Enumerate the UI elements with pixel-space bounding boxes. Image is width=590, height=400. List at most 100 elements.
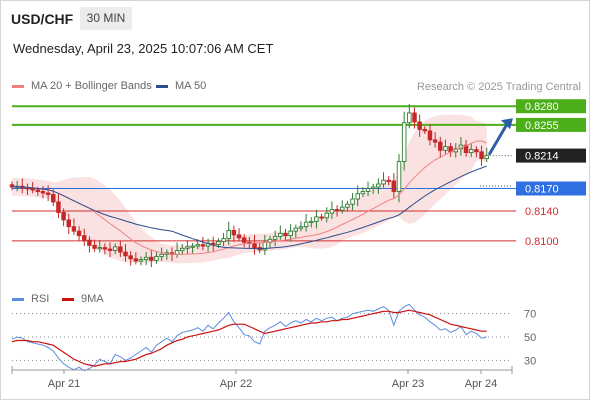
level-label-0.8170: 0.8170 xyxy=(525,184,559,196)
candle-body xyxy=(133,258,139,262)
candle-body xyxy=(102,247,108,250)
candle-body xyxy=(30,188,35,191)
candle-body xyxy=(422,128,428,132)
rsi-9ma-line xyxy=(11,309,487,367)
candle-body xyxy=(56,201,61,213)
candle-body xyxy=(112,246,118,252)
candle-body xyxy=(339,206,345,211)
level-badge-0.8170 xyxy=(516,181,586,196)
candle-body xyxy=(391,180,397,192)
chart-datetime: Wednesday, April 23, 2025 10:07:06 AM CE… xyxy=(13,41,274,56)
level-label-0.8140: 0.8140 xyxy=(525,206,559,218)
candle-body xyxy=(443,146,448,151)
candle-body xyxy=(396,161,402,192)
candle-body xyxy=(334,208,340,212)
candle-body xyxy=(309,220,314,224)
candle-body xyxy=(159,253,164,258)
candle-body xyxy=(479,151,484,160)
candle-body xyxy=(210,242,216,246)
symbol-title: USD/CHF xyxy=(11,11,74,27)
legend-label-ma20: MA 20 + Bollinger Bands xyxy=(31,80,152,92)
legend-swatch-ma20 xyxy=(12,84,24,88)
candle-body xyxy=(365,188,371,192)
candle-body xyxy=(350,198,355,205)
candle-body xyxy=(252,242,257,249)
candle-body xyxy=(272,235,278,240)
level-label-0.8280: 0.8280 xyxy=(525,101,559,113)
legend-item-ma20: MA 20 + Bollinger Bands xyxy=(12,80,152,92)
candle-body xyxy=(427,130,433,141)
candle-body xyxy=(51,194,56,203)
candle-body xyxy=(417,121,422,130)
candle-body xyxy=(303,221,309,228)
candle-body xyxy=(355,193,360,200)
candle-body xyxy=(401,122,407,163)
candle-body xyxy=(81,235,87,241)
x-axis-label: Apr 23 xyxy=(392,378,424,390)
candle-body xyxy=(381,179,386,185)
legend-item-rsi: RSI xyxy=(12,293,49,305)
candle-body xyxy=(298,226,304,229)
candle-body xyxy=(432,139,438,143)
legend-label-rsi: RSI xyxy=(31,293,50,305)
candle-body xyxy=(143,256,149,261)
rsi-tick-label: 50 xyxy=(524,332,536,344)
candle-body xyxy=(118,246,123,253)
candle-body xyxy=(468,149,474,154)
legend-label-9ma: 9MA xyxy=(81,293,104,305)
candle-body xyxy=(216,241,221,246)
rsi-line xyxy=(11,303,487,372)
candle-body xyxy=(195,244,201,247)
candle-body xyxy=(138,259,144,262)
candle-body xyxy=(288,230,293,237)
candle-body xyxy=(35,189,41,192)
legend-label-ma50: MA 50 xyxy=(175,80,207,92)
research-credit: Research © 2025 Trading Central xyxy=(416,81,581,93)
candle-body xyxy=(97,247,102,250)
candle-body xyxy=(92,244,97,249)
candle-body xyxy=(128,255,133,260)
candle-body xyxy=(293,227,299,232)
candle-body xyxy=(236,234,242,239)
candle-body xyxy=(71,226,77,232)
candle-body xyxy=(345,203,350,208)
candle-body xyxy=(40,191,46,194)
timeframe-button[interactable]: 30 MIN xyxy=(80,7,132,30)
candle-body xyxy=(180,247,185,252)
legend-swatch-rsi xyxy=(12,297,24,301)
legend-item-ma50: MA 50 xyxy=(156,80,206,92)
candle-body xyxy=(76,230,82,237)
candle-body xyxy=(154,256,159,261)
candle-body xyxy=(283,232,288,237)
candle-body xyxy=(226,229,231,240)
candle-body xyxy=(370,186,376,189)
forecast-arrow-shaft xyxy=(488,122,509,156)
candle-body xyxy=(107,248,113,252)
x-axis-label: Apr 22 xyxy=(220,378,252,390)
candle-body xyxy=(319,216,324,219)
candle-body xyxy=(45,192,51,195)
level-badge-0.8214 xyxy=(516,148,586,163)
legend-swatch-ma50 xyxy=(156,84,168,88)
candle-body xyxy=(484,155,489,160)
candle-body xyxy=(200,244,206,247)
candle-body xyxy=(407,112,412,124)
level-badge-0.8255 xyxy=(516,117,586,132)
candle-body xyxy=(9,184,15,188)
candle-body xyxy=(221,238,226,243)
candle-body xyxy=(324,212,330,219)
legend-item-9ma: 9MA xyxy=(62,293,104,305)
candle-body xyxy=(87,239,92,246)
candle-body xyxy=(61,211,66,221)
level-label-0.8214: 0.8214 xyxy=(525,151,559,163)
candle-body xyxy=(438,141,443,151)
candle-body xyxy=(231,229,237,236)
level-label-0.8255: 0.8255 xyxy=(525,120,559,132)
legend-swatch-9ma xyxy=(62,297,74,301)
level-badge-0.8280 xyxy=(516,99,586,114)
candle-body xyxy=(149,256,154,261)
candle-body xyxy=(474,149,479,153)
candle-body xyxy=(360,191,366,195)
candle-body xyxy=(376,183,381,188)
x-axis-label: Apr 21 xyxy=(48,378,80,390)
